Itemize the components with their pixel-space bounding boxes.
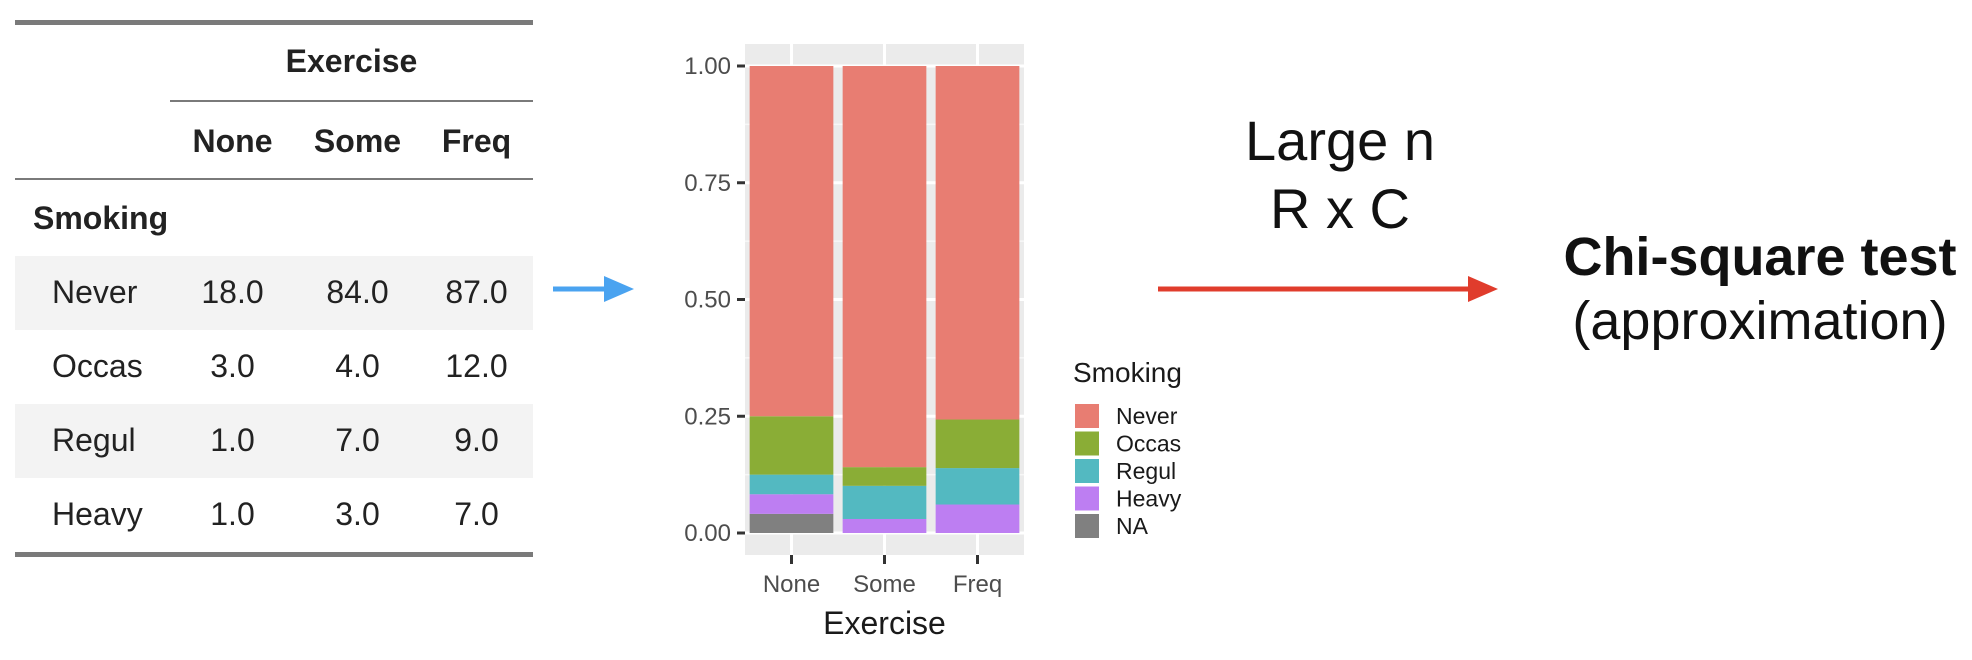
table-cell: 1.0 <box>210 496 255 532</box>
table-cell: 1.0 <box>210 422 255 458</box>
table-cell: 9.0 <box>454 422 499 458</box>
test-name: Chi-square test <box>1563 227 1957 287</box>
x-axis-title: Exercise <box>823 605 946 641</box>
table-col-header: Freq <box>441 123 512 159</box>
condition-label-2: R x C <box>1270 177 1410 240</box>
test-note: (approximation) <box>1572 291 1948 351</box>
table-top-rule <box>15 20 533 25</box>
table-cell: 3.0 <box>335 496 380 532</box>
y-tick-label: 0.50 <box>684 287 731 314</box>
table-cell: 7.0 <box>335 422 380 458</box>
table-cell: 84.0 <box>326 274 389 310</box>
table-cell: 87.0 <box>445 274 508 310</box>
bar-segment-occas <box>749 416 834 475</box>
legend-swatch <box>1075 404 1099 428</box>
table-col-header: Some <box>313 123 402 159</box>
table-cell: 18.0 <box>201 274 264 310</box>
plot-panel: 0.00 0.25 0.50 0.75 1.00 None Some Freq Exercise <box>684 44 1024 641</box>
bar-segment-na <box>749 513 834 533</box>
y-tick-label: 1.00 <box>684 53 731 80</box>
blue-arrow-head <box>604 276 634 302</box>
table-cell: 12.0 <box>445 348 508 384</box>
legend-label: Heavy <box>1116 486 1182 512</box>
red-arrow-head <box>1468 276 1498 302</box>
legend-label: Never <box>1116 403 1178 429</box>
legend-label: Regul <box>1116 458 1176 484</box>
table-row-label: Heavy <box>52 496 143 532</box>
table-spanner-rule <box>170 100 533 102</box>
table-bottom-rule <box>15 552 533 557</box>
y-tick-label: 0.25 <box>684 403 731 430</box>
table-cell: 4.0 <box>335 348 380 384</box>
table-row-band <box>15 256 533 330</box>
bar-segment-never <box>935 66 1020 420</box>
table-col-header: None <box>192 123 273 159</box>
x-tick-label: Freq <box>953 571 1002 598</box>
table-cell: 3.0 <box>210 348 255 384</box>
y-tick-label: 0.00 <box>684 520 731 547</box>
x-tick-label: Some <box>853 571 916 598</box>
table-row-group-header: Smoking <box>33 200 169 236</box>
table-cell: 7.0 <box>454 496 499 532</box>
bar-segment-never <box>842 66 927 468</box>
bar-segment-heavy <box>842 518 927 533</box>
bar-segment-occas <box>842 467 927 486</box>
bar-segment-never <box>749 66 834 417</box>
table-row-label: Occas <box>52 348 143 384</box>
y-tick-label: 0.75 <box>684 170 731 197</box>
arrows-layer <box>553 276 1498 302</box>
bar-segment-occas <box>935 419 1020 469</box>
condition-label-1: Large n <box>1245 109 1435 172</box>
table-row-label: Never <box>52 274 138 310</box>
bar-segment-heavy <box>749 494 834 514</box>
legend-swatch <box>1075 459 1099 483</box>
legend-label: NA <box>1116 513 1149 539</box>
table-header-rule <box>15 178 533 180</box>
bar-segment-regul <box>842 485 927 519</box>
table-row-band <box>15 404 533 478</box>
legend-swatch <box>1075 514 1099 538</box>
bar-segment-regul <box>749 474 834 495</box>
legend-swatch <box>1075 431 1099 456</box>
table-row-label: Regul <box>52 422 136 458</box>
bar-segment-regul <box>935 468 1020 505</box>
legend-title: Smoking <box>1073 357 1182 388</box>
table-col-group-header: Exercise <box>285 43 418 79</box>
bar-segment-heavy <box>935 504 1020 533</box>
x-tick-label: None <box>763 571 820 598</box>
legend-swatch <box>1075 486 1099 511</box>
legend-label: Occas <box>1116 431 1181 457</box>
